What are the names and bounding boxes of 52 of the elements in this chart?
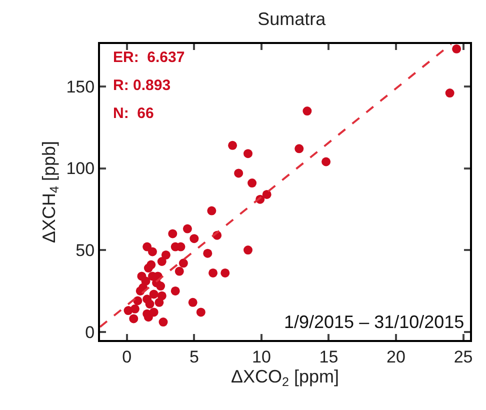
point bbox=[137, 272, 146, 281]
point bbox=[178, 258, 188, 268]
point bbox=[220, 268, 230, 278]
point bbox=[244, 246, 252, 255]
annotation: N: 66 bbox=[113, 105, 154, 122]
point bbox=[294, 144, 304, 154]
point bbox=[158, 318, 168, 327]
x-tick-label: 0 bbox=[122, 347, 132, 366]
point bbox=[148, 247, 157, 256]
point bbox=[182, 224, 192, 234]
point bbox=[302, 106, 312, 116]
annotation: ER: 6.637 bbox=[113, 49, 185, 66]
point bbox=[208, 268, 218, 278]
point bbox=[146, 260, 156, 270]
point bbox=[157, 257, 166, 266]
point bbox=[133, 296, 142, 306]
point bbox=[234, 168, 244, 178]
point bbox=[168, 229, 178, 238]
point bbox=[174, 266, 184, 276]
point bbox=[129, 314, 138, 324]
point bbox=[322, 157, 331, 166]
x-tick-label: 20 bbox=[386, 347, 406, 366]
point bbox=[130, 304, 140, 314]
y-tick-label: 50 bbox=[76, 241, 95, 260]
point bbox=[262, 190, 272, 199]
point bbox=[149, 290, 158, 299]
annotation: R: 0.893 bbox=[113, 77, 171, 94]
point bbox=[170, 286, 180, 296]
y-tick-label: 100 bbox=[66, 159, 95, 178]
annotation: 1/9/2015 – 31/10/2015 bbox=[284, 312, 464, 332]
chart-title: Sumatra bbox=[258, 8, 327, 29]
x-tick-label: 5 bbox=[189, 347, 199, 366]
point bbox=[149, 308, 158, 317]
point bbox=[190, 234, 199, 244]
point bbox=[248, 178, 257, 188]
point bbox=[203, 248, 212, 258]
point bbox=[228, 140, 238, 150]
point bbox=[445, 88, 454, 98]
x-tick-label: 15 bbox=[319, 347, 338, 366]
point bbox=[207, 206, 216, 216]
point bbox=[188, 298, 198, 307]
x-tick-label: 10 bbox=[252, 347, 271, 366]
y-tick-label: 150 bbox=[66, 77, 95, 96]
point bbox=[244, 149, 252, 158]
point bbox=[145, 300, 154, 309]
point bbox=[154, 298, 164, 307]
x-axis-title: ΔXCO$_{2}$ [ppm] bbox=[230, 366, 340, 390]
y-tick-label: 0 bbox=[85, 322, 95, 342]
x-tick-label: 25 bbox=[454, 347, 473, 366]
point bbox=[196, 308, 206, 317]
point bbox=[452, 44, 462, 54]
point bbox=[161, 250, 170, 260]
